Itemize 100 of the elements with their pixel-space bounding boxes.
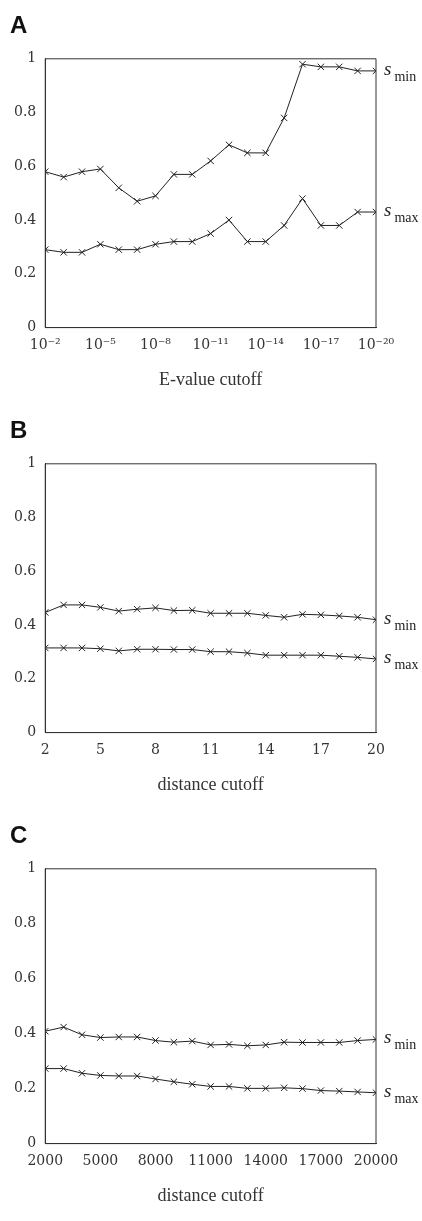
point (243, 649, 252, 657)
point (78, 248, 86, 257)
x-tick-label: 10⁻⁵ (84, 335, 117, 352)
point (298, 1084, 307, 1093)
point (188, 1080, 196, 1088)
point (243, 1084, 252, 1093)
point (115, 1033, 123, 1041)
point (96, 603, 105, 612)
point (133, 1072, 141, 1080)
point (280, 114, 288, 122)
point (170, 1038, 178, 1046)
y-tick-label: 0 (27, 723, 37, 740)
y-tick-label: 0.2 (14, 264, 37, 281)
point (59, 1023, 68, 1031)
y-tick-label: 0.6 (14, 969, 37, 986)
y-tick-label: 0 (27, 318, 37, 335)
point (353, 208, 362, 216)
point (206, 1082, 215, 1091)
point (353, 1088, 362, 1096)
x-axis-title: E-value cutoff (159, 368, 263, 389)
point (188, 645, 196, 654)
point (151, 240, 160, 248)
point (133, 605, 141, 613)
point (96, 165, 105, 173)
point (262, 651, 270, 659)
point (262, 1084, 270, 1093)
point (280, 1084, 288, 1092)
point (262, 237, 270, 246)
y-tick-label: 1 (27, 454, 37, 471)
y-tick-label: 0.2 (14, 669, 37, 686)
point (262, 611, 270, 620)
x-tick-label: 10⁻¹⁴ (247, 335, 285, 352)
point (115, 647, 123, 655)
point (335, 612, 343, 620)
x-tick-label: 10⁻¹¹ (192, 335, 229, 352)
x-tick-label: 14 (256, 740, 275, 757)
point (151, 1075, 160, 1083)
point (225, 648, 233, 656)
point (262, 1041, 270, 1049)
x-tick-label: 10⁻⁸ (140, 335, 172, 352)
point (317, 221, 325, 230)
point (335, 652, 343, 660)
chart-title: C (10, 821, 28, 849)
y-tick-label: 0.8 (14, 508, 37, 525)
x-tick-label: 17000 (298, 1151, 344, 1168)
y-tick-label: 0.4 (14, 1024, 37, 1041)
point (170, 170, 178, 179)
point (206, 1041, 215, 1049)
y-tick-label: 1 (27, 49, 37, 66)
point (280, 651, 288, 659)
x-tick-label: 5 (95, 740, 105, 757)
point (225, 609, 233, 617)
point (78, 644, 86, 652)
point (225, 141, 233, 149)
point (206, 648, 215, 656)
point (115, 1072, 123, 1080)
point (59, 248, 68, 257)
x-tick-label: 20000 (353, 1151, 399, 1168)
point (78, 1031, 86, 1039)
point (78, 1069, 86, 1077)
point (151, 192, 160, 200)
y-tick-label: 0.6 (14, 156, 37, 173)
point (115, 184, 123, 192)
point (280, 221, 288, 230)
y-tick-label: 0.8 (14, 103, 37, 120)
point (133, 1033, 141, 1041)
point (78, 168, 86, 176)
point (133, 245, 141, 254)
point (151, 604, 160, 612)
x-axis-title: distance cutoff (157, 1184, 264, 1205)
point (59, 173, 68, 181)
chart-title: B (10, 416, 28, 444)
y-tick-label: 0.4 (14, 615, 37, 632)
x-tick-label: 20 (367, 740, 385, 757)
point (225, 1040, 233, 1049)
point (298, 60, 307, 68)
point (280, 1038, 288, 1046)
point (59, 644, 68, 652)
point (243, 237, 252, 246)
point (317, 611, 325, 619)
point (188, 237, 196, 246)
x-tick-label: 10⁻¹⁷ (302, 335, 340, 352)
x-tick-label: 10⁻² (29, 335, 61, 352)
x-axis-title: distance cutoff (157, 773, 264, 794)
point (298, 194, 307, 203)
point (133, 197, 141, 205)
point (170, 606, 178, 615)
point (262, 149, 270, 157)
point (335, 1038, 343, 1047)
point (243, 149, 252, 157)
point (59, 1064, 68, 1073)
point (298, 610, 307, 619)
x-tick-label: 2 (40, 740, 50, 757)
x-tick-label: 11 (201, 740, 220, 757)
point (353, 653, 362, 662)
x-tick-label: 14000 (243, 1151, 289, 1168)
point (335, 221, 343, 230)
point (335, 1087, 343, 1095)
x-tick-label: 8000 (137, 1151, 174, 1168)
point (353, 67, 362, 75)
